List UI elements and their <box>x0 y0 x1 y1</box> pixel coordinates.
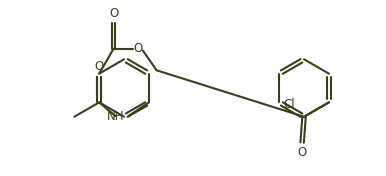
Text: Cl: Cl <box>284 98 295 111</box>
Text: O: O <box>95 60 104 73</box>
Text: O: O <box>109 7 118 20</box>
Text: O: O <box>133 42 142 55</box>
Text: O: O <box>298 146 307 159</box>
Text: NH: NH <box>107 110 124 123</box>
